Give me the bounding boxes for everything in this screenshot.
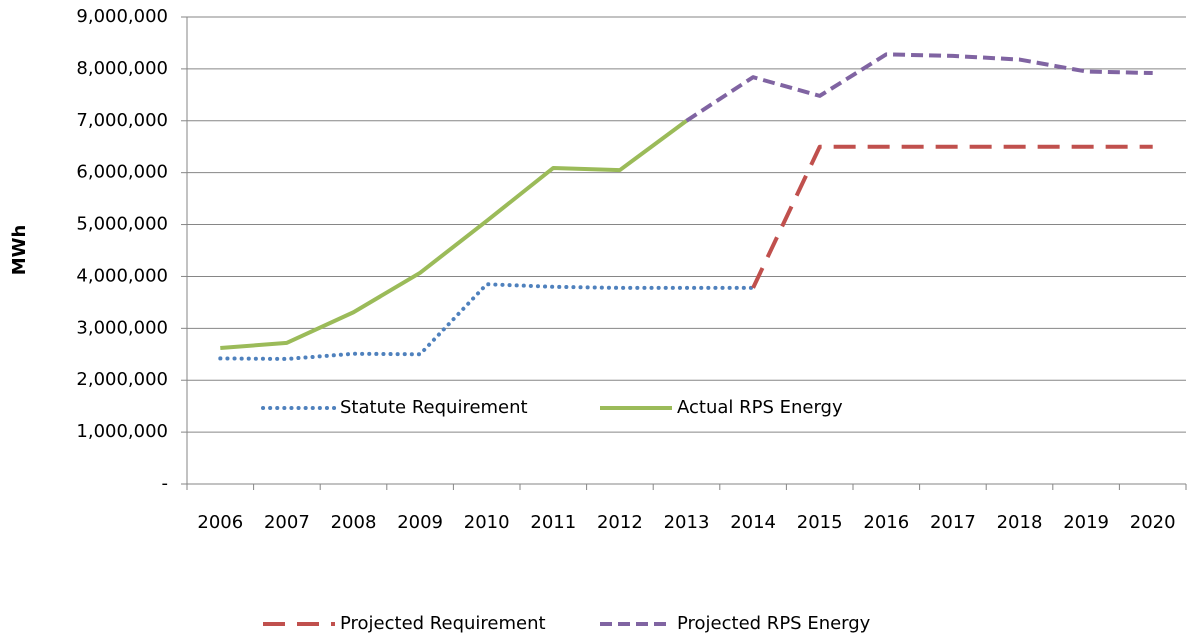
legend-label: Projected RPS Energy (677, 613, 871, 634)
series-line (685, 52, 1153, 123)
y-tick-label: 4,000,000 (76, 265, 168, 286)
legend-label: Statute Requirement (340, 397, 528, 418)
y-tick-label: 5,000,000 (76, 214, 168, 235)
y-tick-label: 2,000,000 (76, 369, 168, 390)
x-tick-label: 2007 (264, 512, 310, 533)
series-line (218, 282, 756, 361)
series-line (751, 144, 1153, 289)
x-tick-label: 2018 (997, 512, 1043, 533)
y-tick-label: 9,000,000 (76, 6, 168, 27)
x-tick-label: 2008 (331, 512, 377, 533)
x-tick-label: 2016 (863, 512, 909, 533)
legend-label: Projected Requirement (340, 613, 546, 634)
legend-label: Actual RPS Energy (677, 397, 843, 418)
x-tick-label: 2009 (397, 512, 443, 533)
series-line (220, 119, 688, 351)
x-tick-label: 2012 (597, 512, 643, 533)
y-axis-label: MWh (9, 225, 30, 276)
x-tick-label: 2013 (664, 512, 710, 533)
x-tick-label: 2017 (930, 512, 976, 533)
y-tick-label: 8,000,000 (76, 58, 168, 79)
x-tick-label: 2006 (197, 512, 243, 533)
x-tick-label: 2011 (530, 512, 576, 533)
y-tick-label: - (162, 473, 169, 494)
y-tick-label: 7,000,000 (76, 110, 168, 131)
x-tick-label: 2010 (464, 512, 510, 533)
x-tick-label: 2014 (730, 512, 776, 533)
y-tick-label: 6,000,000 (76, 162, 168, 183)
y-tick-label: 3,000,000 (76, 317, 168, 338)
x-tick-label: 2020 (1130, 512, 1176, 533)
x-tick-label: 2015 (797, 512, 843, 533)
x-tick-label: 2019 (1063, 512, 1109, 533)
y-tick-label: 1,000,000 (76, 421, 168, 442)
